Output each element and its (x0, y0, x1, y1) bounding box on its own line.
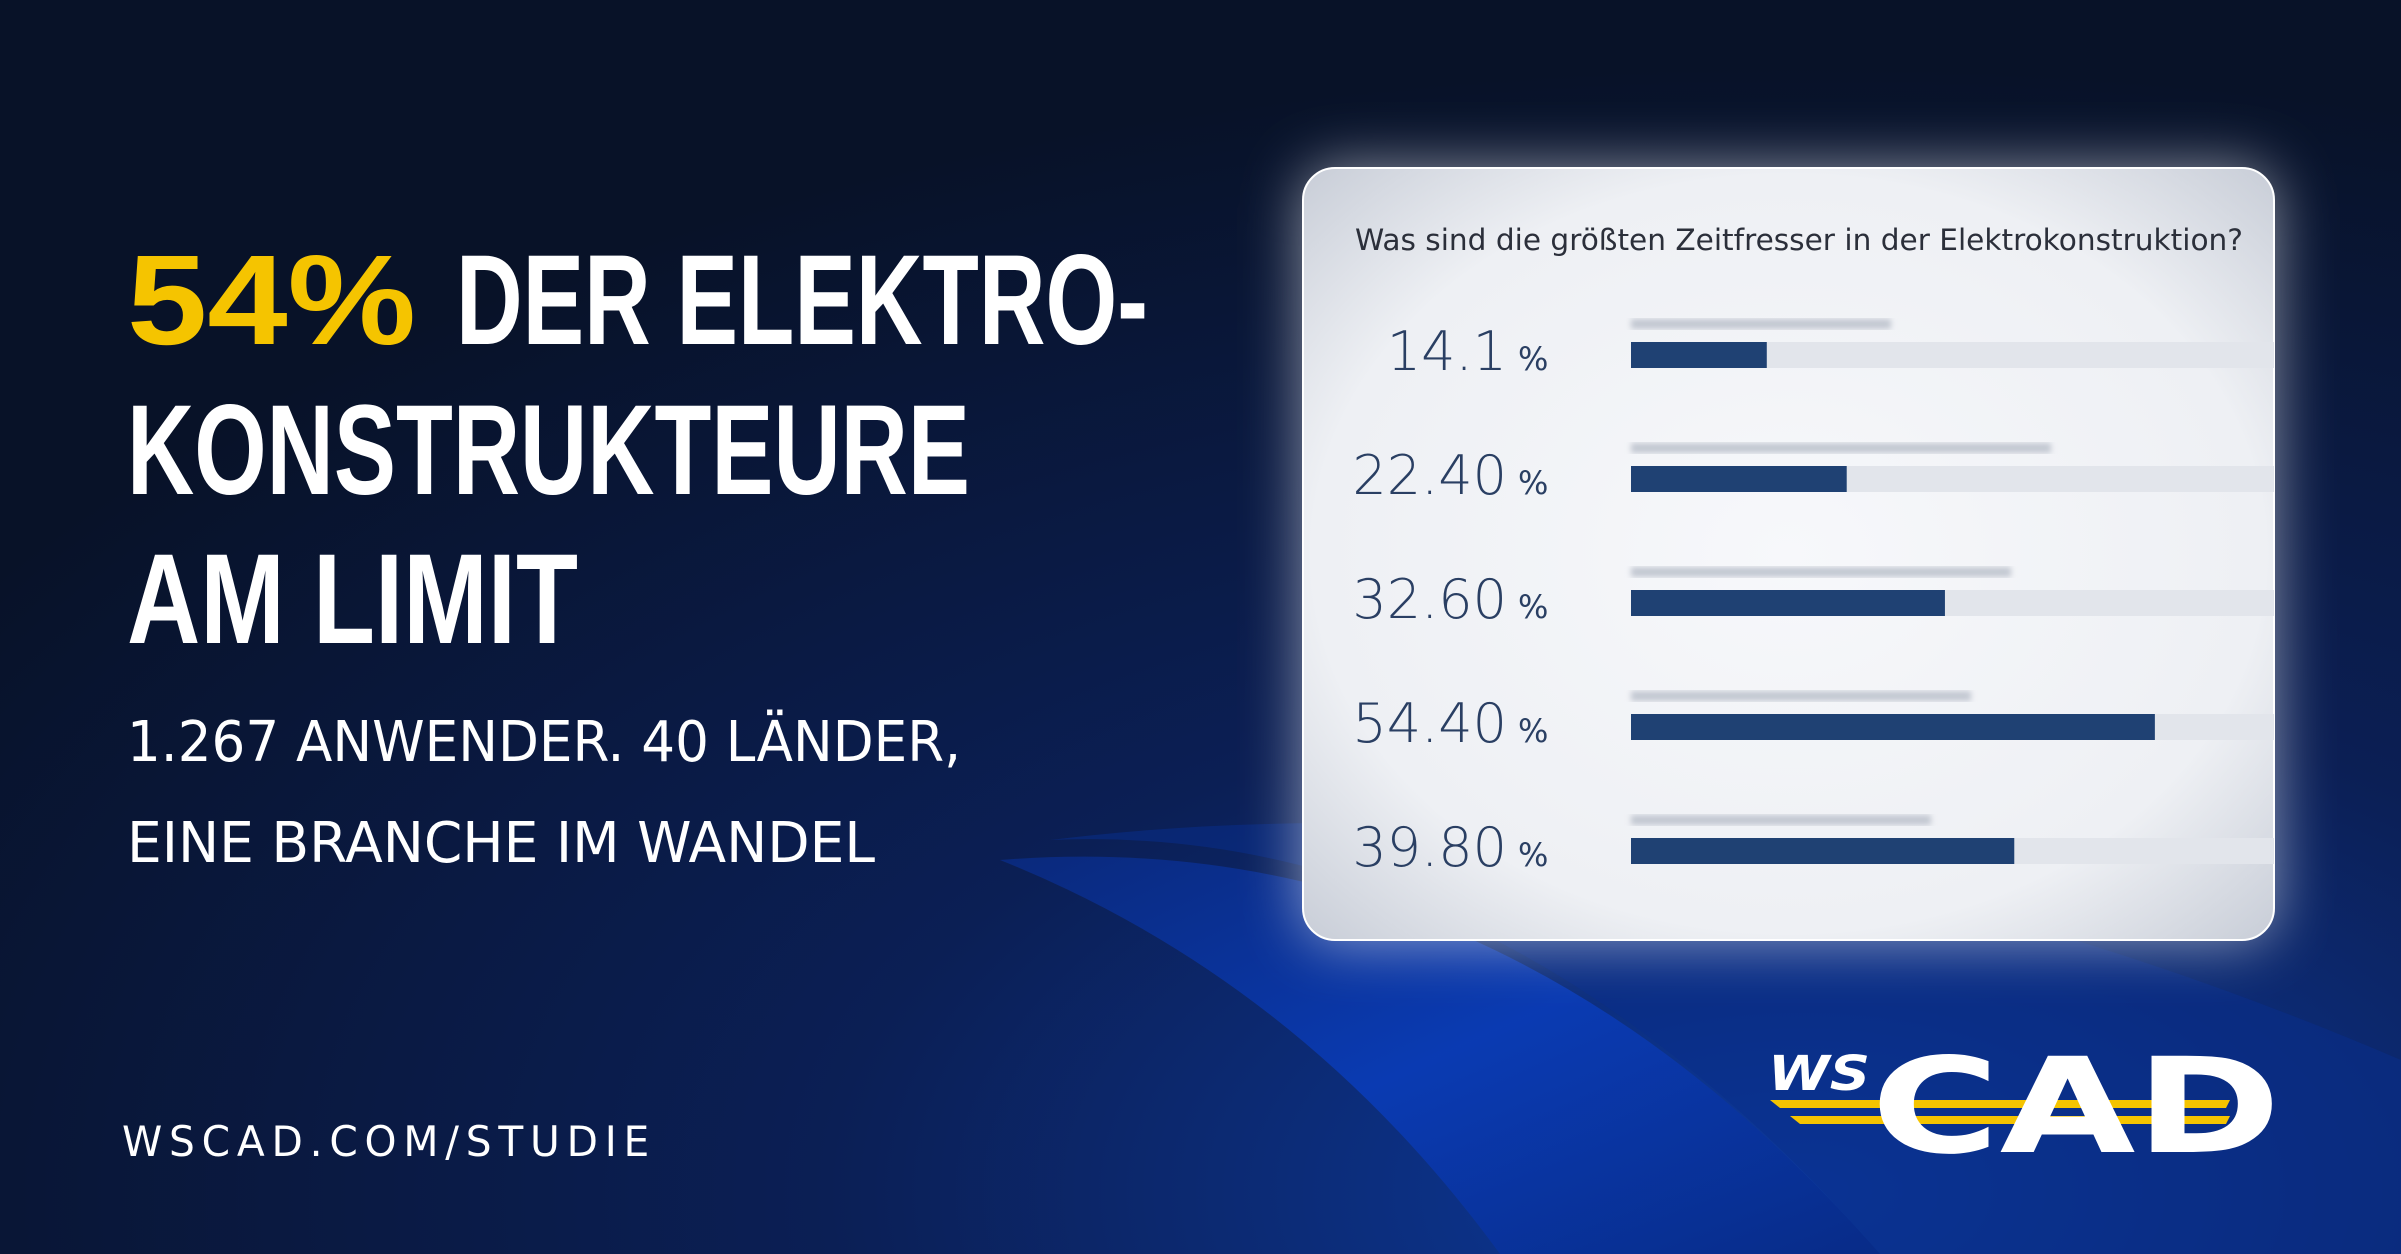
value-label: 14.1 (1387, 320, 1507, 383)
category-label-blurred (1631, 815, 1931, 825)
bar (1631, 838, 2015, 864)
headline-highlight: 54% (127, 229, 416, 372)
chart: Was sind die größten Zeitfresser in der … (1352, 223, 2274, 879)
bar (1631, 714, 2155, 740)
value-suffix: % (1518, 340, 1548, 378)
bar (1631, 590, 1945, 616)
value-label: 22.40 (1352, 444, 1507, 507)
logo: WS CAD (1768, 1030, 2281, 1184)
value-suffix: % (1518, 712, 1548, 750)
logo-stripes (1770, 1100, 2230, 1124)
category-label-blurred (1631, 567, 2011, 577)
bar (1631, 466, 1847, 492)
value-suffix: % (1518, 836, 1548, 874)
value-label: 32.60 (1352, 568, 1507, 631)
logo-large: CAD (1871, 1030, 2281, 1184)
category-label-blurred (1631, 691, 1971, 701)
headline-line: DER ELEKTRO- (456, 229, 1148, 372)
category-label-blurred (1631, 443, 2051, 453)
subline: 1.267 ANWENDER. 40 LÄNDER, (127, 710, 961, 775)
background-wave (1000, 856, 1880, 1254)
category-label-blurred (1631, 319, 1891, 329)
value-suffix: % (1518, 464, 1548, 502)
url: WSCAD.COM/STUDIE (122, 1117, 656, 1166)
bar (1631, 342, 1767, 368)
headline-line: AM LIMIT (127, 528, 578, 671)
logo-small: WS (1768, 1046, 1870, 1102)
value-suffix: % (1518, 588, 1548, 626)
subline: EINE BRANCHE IM WANDEL (127, 811, 875, 876)
background-wave (1050, 823, 2401, 1254)
headline-line: KONSTRUKTEURE (127, 379, 970, 522)
value-label: 54.40 (1352, 692, 1507, 755)
value-label: 39.80 (1352, 816, 1507, 879)
chart-title: Was sind die größten Zeitfresser in der … (1355, 223, 2243, 257)
